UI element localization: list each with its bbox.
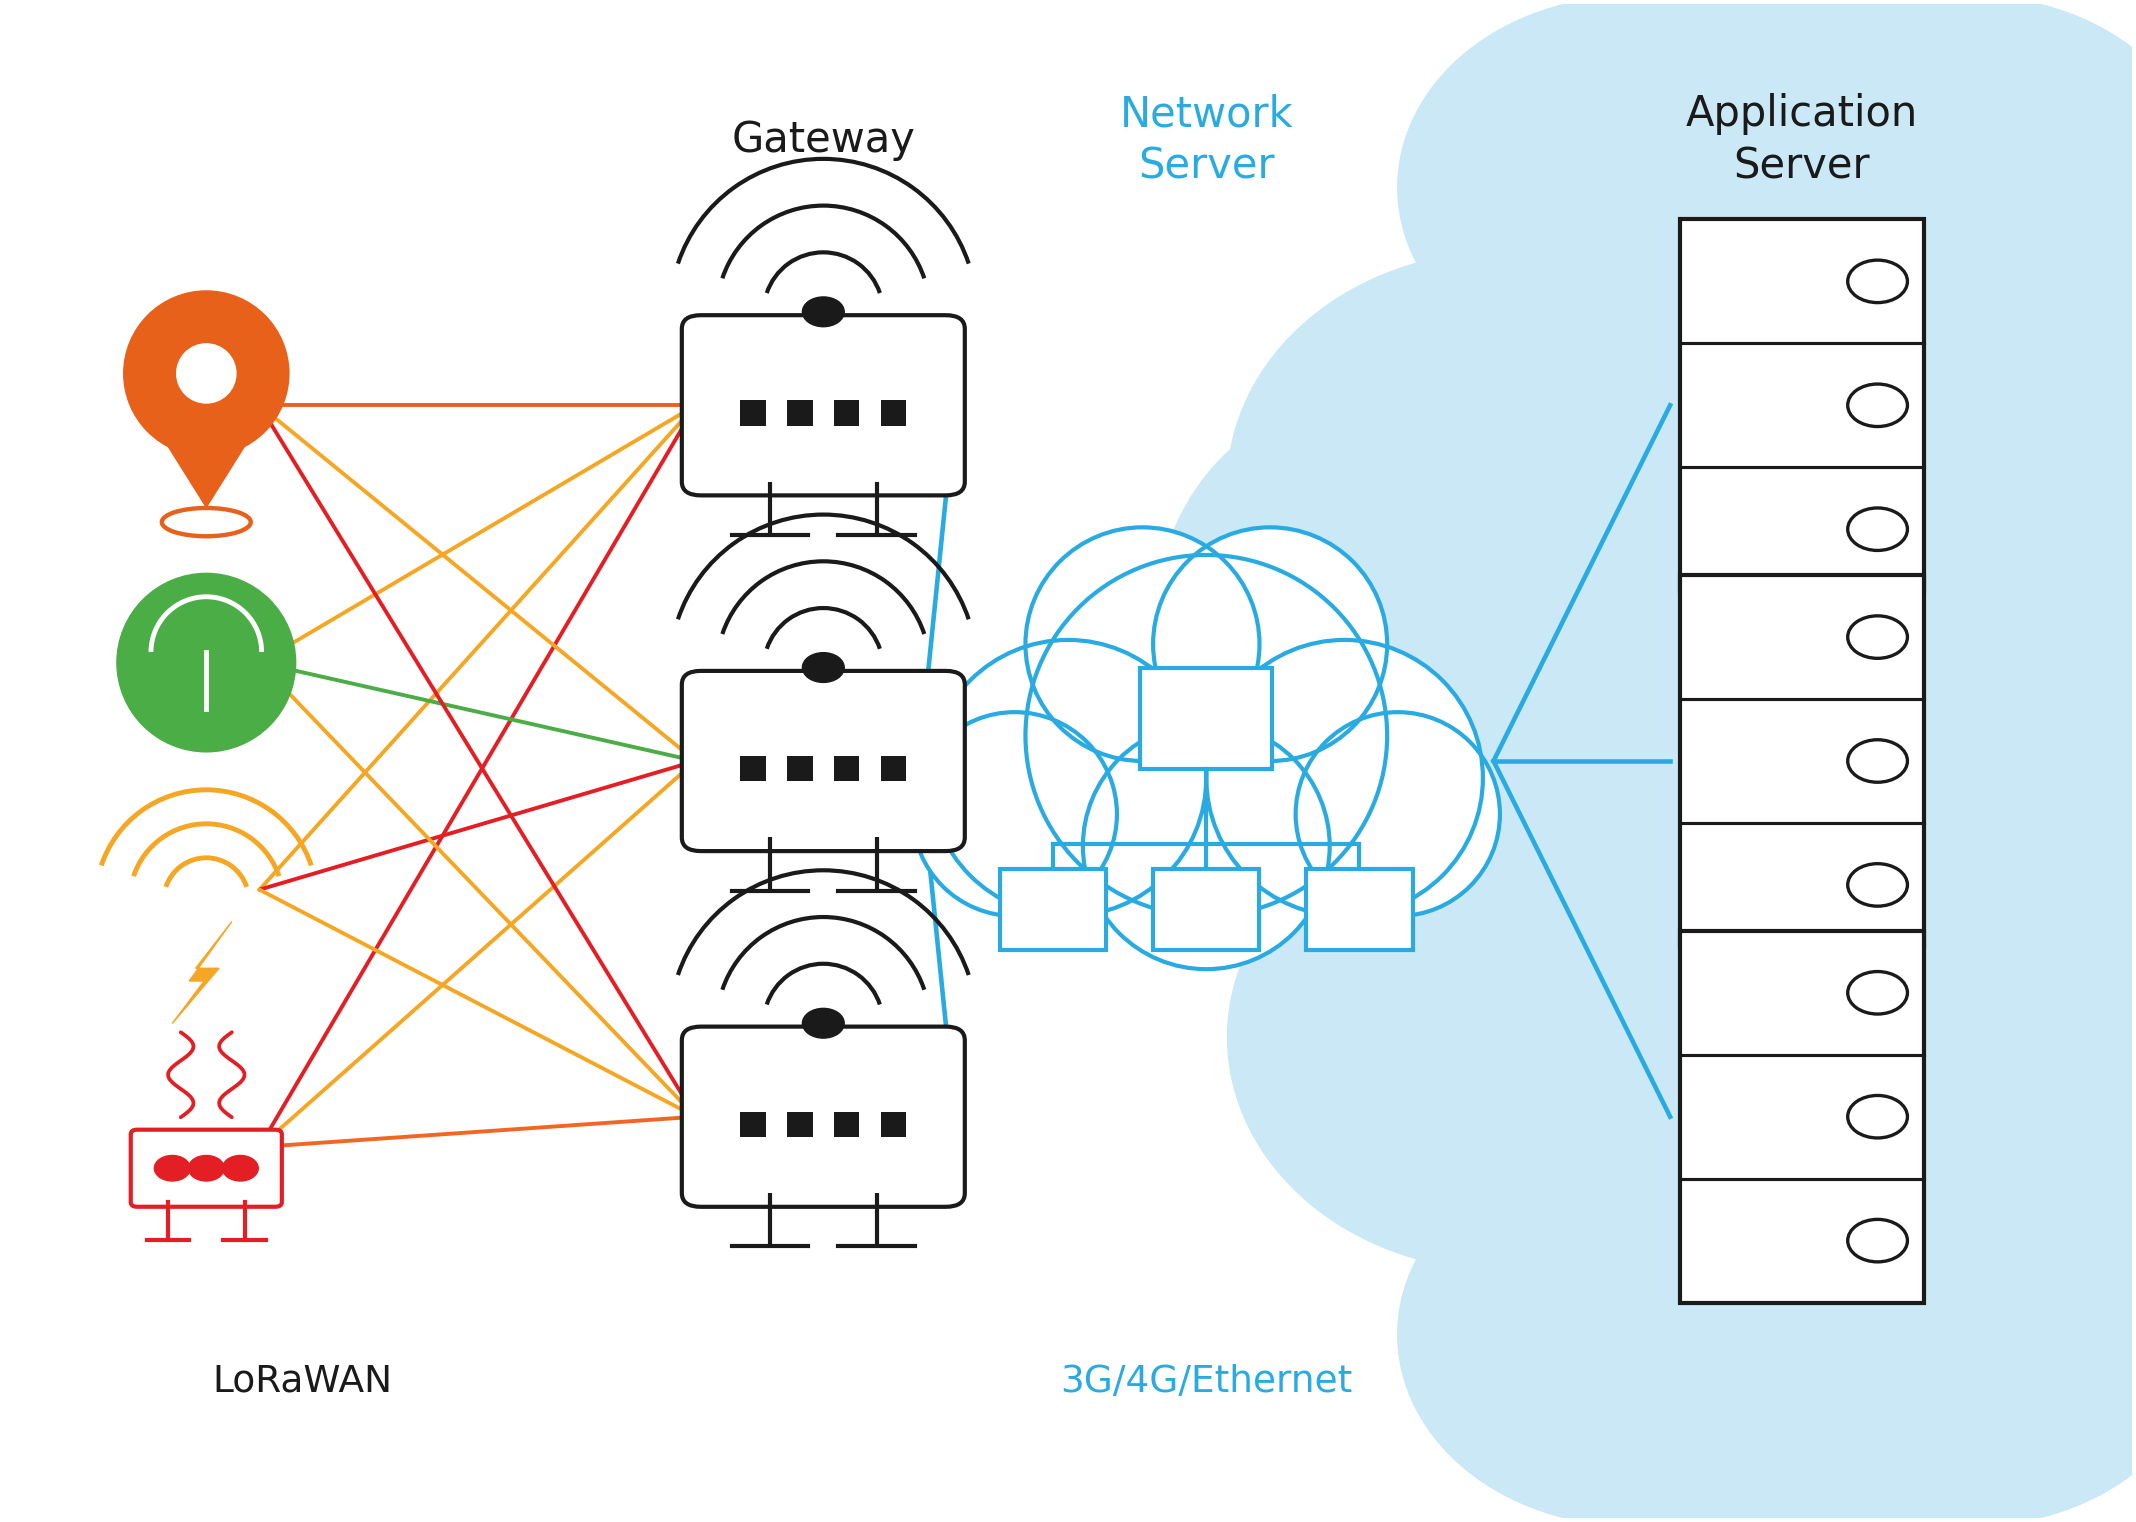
Ellipse shape <box>1207 639 1482 916</box>
Ellipse shape <box>1472 953 2132 1463</box>
FancyBboxPatch shape <box>741 756 767 781</box>
FancyBboxPatch shape <box>880 756 906 781</box>
Ellipse shape <box>1153 400 1557 868</box>
Ellipse shape <box>117 574 295 752</box>
Text: Gateway: Gateway <box>731 119 914 161</box>
FancyBboxPatch shape <box>880 400 906 426</box>
Circle shape <box>803 297 844 327</box>
Ellipse shape <box>1228 251 1781 718</box>
Ellipse shape <box>1397 1143 1867 1522</box>
Circle shape <box>222 1155 258 1181</box>
Bar <box>1307 869 1412 950</box>
Circle shape <box>188 1155 224 1181</box>
Circle shape <box>1848 384 1907 426</box>
Ellipse shape <box>2046 400 2136 868</box>
Ellipse shape <box>929 639 1207 916</box>
Ellipse shape <box>1621 0 1982 251</box>
Text: 3G/4G/Ethernet: 3G/4G/Ethernet <box>1059 1364 1352 1400</box>
Ellipse shape <box>1950 464 2136 1058</box>
Text: Application
Server: Application Server <box>1685 93 1918 187</box>
Ellipse shape <box>1335 294 2136 1228</box>
FancyBboxPatch shape <box>788 756 812 781</box>
Ellipse shape <box>1297 712 1499 916</box>
Ellipse shape <box>1025 527 1260 761</box>
Circle shape <box>1848 740 1907 782</box>
FancyBboxPatch shape <box>741 400 767 426</box>
Bar <box>1679 219 1925 591</box>
Ellipse shape <box>126 292 286 454</box>
Circle shape <box>1848 1096 1907 1138</box>
Circle shape <box>1848 971 1907 1014</box>
FancyBboxPatch shape <box>833 756 859 781</box>
Circle shape <box>803 653 844 682</box>
Ellipse shape <box>1472 59 2132 569</box>
Bar <box>1679 931 1925 1303</box>
FancyBboxPatch shape <box>130 1129 282 1207</box>
Circle shape <box>1848 1219 1907 1262</box>
FancyBboxPatch shape <box>681 671 965 851</box>
Circle shape <box>803 1009 844 1038</box>
Ellipse shape <box>1739 0 2136 379</box>
Polygon shape <box>173 921 233 1023</box>
Circle shape <box>1848 863 1907 906</box>
FancyBboxPatch shape <box>788 1111 812 1137</box>
Text: LoRaWAN: LoRaWAN <box>211 1364 393 1400</box>
FancyBboxPatch shape <box>788 400 812 426</box>
Text: Network
Server: Network Server <box>1119 93 1292 187</box>
Ellipse shape <box>1824 251 2136 718</box>
Circle shape <box>154 1155 190 1181</box>
FancyBboxPatch shape <box>681 315 965 495</box>
Ellipse shape <box>1083 723 1331 970</box>
Ellipse shape <box>1397 0 1867 379</box>
Ellipse shape <box>1228 804 1781 1271</box>
Ellipse shape <box>1025 556 1386 916</box>
FancyBboxPatch shape <box>681 1027 965 1207</box>
Circle shape <box>1848 616 1907 659</box>
Bar <box>1153 869 1260 950</box>
Ellipse shape <box>912 712 1117 916</box>
Polygon shape <box>137 397 276 507</box>
Ellipse shape <box>175 342 237 403</box>
Ellipse shape <box>1153 527 1386 761</box>
FancyBboxPatch shape <box>741 1111 767 1137</box>
Bar <box>1679 575 1925 947</box>
Circle shape <box>1848 260 1907 303</box>
Ellipse shape <box>1185 464 1653 1058</box>
Ellipse shape <box>1621 1271 1982 1522</box>
FancyBboxPatch shape <box>880 1111 906 1137</box>
Ellipse shape <box>1739 1143 2136 1522</box>
FancyBboxPatch shape <box>833 1111 859 1137</box>
Bar <box>1000 869 1106 950</box>
Circle shape <box>1848 508 1907 551</box>
Ellipse shape <box>1824 804 2136 1271</box>
FancyBboxPatch shape <box>833 400 859 426</box>
Bar <box>1141 668 1273 770</box>
